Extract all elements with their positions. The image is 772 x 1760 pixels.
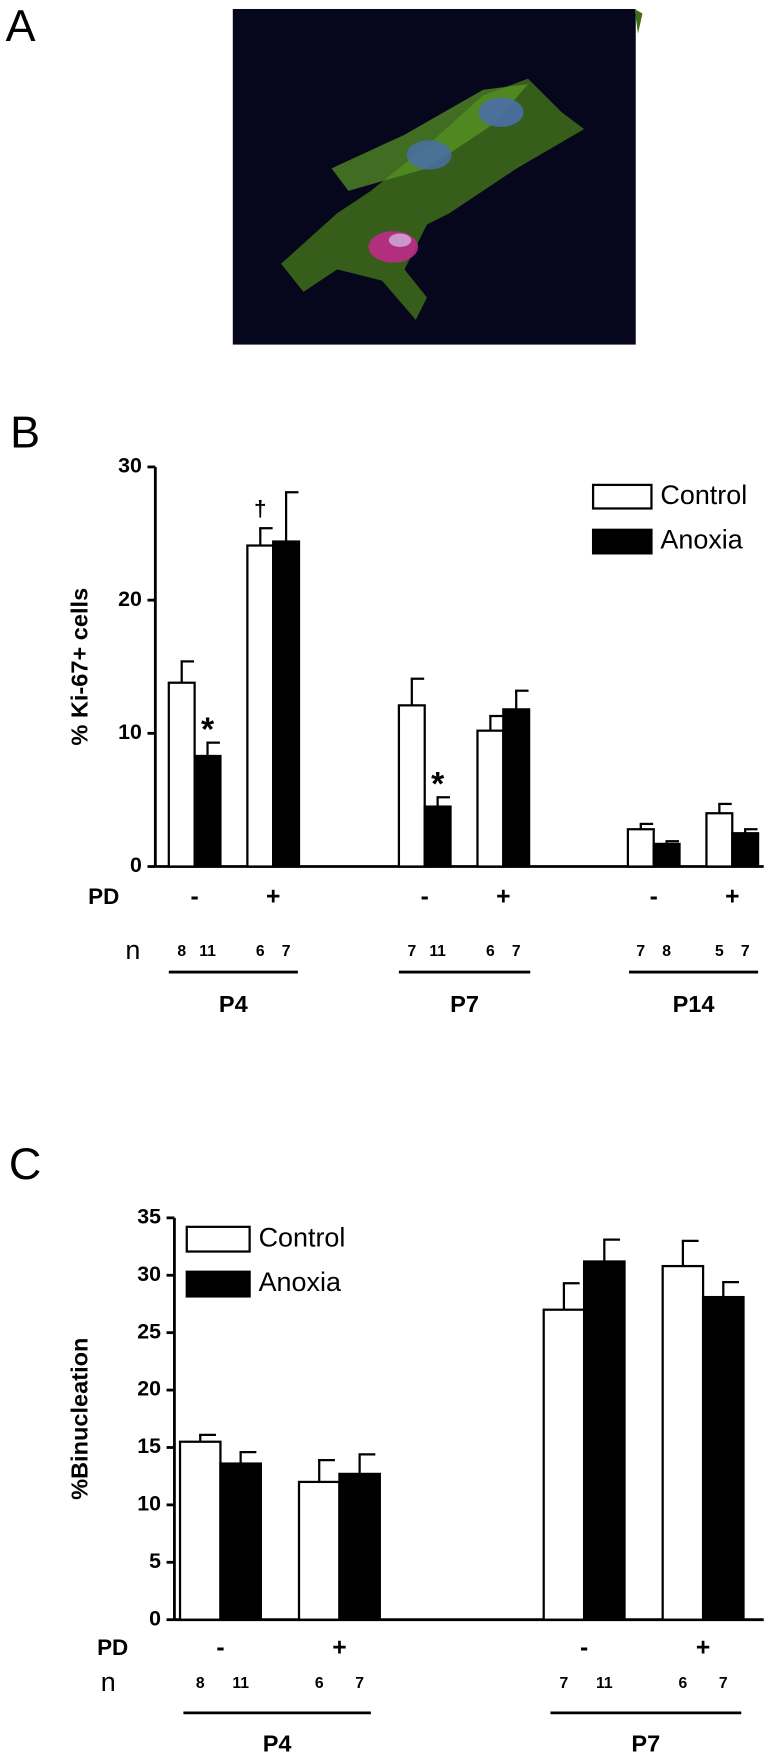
legend-swatch	[591, 483, 653, 510]
y-tick-label: 0	[130, 853, 142, 877]
n-value: 7	[719, 1675, 728, 1692]
bar	[338, 1472, 381, 1621]
y-tick-label: 15	[137, 1434, 161, 1458]
legend-swatch	[591, 528, 653, 555]
y-tick-label: 10	[137, 1492, 161, 1516]
y-tick-label: 35	[137, 1204, 161, 1228]
legend-swatch	[185, 1270, 251, 1298]
legend-label: Control	[259, 1222, 346, 1252]
bar	[661, 1264, 705, 1621]
y-tick-label: 25	[137, 1319, 161, 1343]
pd-tick-label: +	[496, 883, 510, 910]
n-value: 11	[232, 1675, 249, 1692]
pd-tick-label: +	[696, 1634, 710, 1661]
bar	[272, 540, 301, 868]
bar	[502, 708, 531, 868]
significance-marker: †	[254, 496, 266, 521]
n-value: 7	[282, 943, 291, 960]
pd-label: PD	[88, 884, 119, 909]
y-tick-label: 0	[149, 1606, 161, 1630]
n-value: 7	[407, 943, 416, 960]
bar	[626, 828, 655, 868]
panel-label: B	[10, 406, 40, 457]
bar	[219, 1462, 262, 1621]
pd-tick-label: +	[266, 883, 280, 910]
bar	[476, 729, 505, 868]
n-value: 7	[741, 943, 750, 960]
legend-label: Anoxia	[259, 1267, 341, 1297]
pd-tick-label: +	[725, 883, 739, 910]
y-tick-label: 20	[137, 1377, 161, 1401]
n-value: 5	[715, 943, 724, 960]
group-label: P4	[219, 991, 248, 1017]
legend-swatch	[185, 1225, 251, 1253]
micrograph	[232, 8, 643, 345]
y-tick-label: 5	[149, 1549, 161, 1573]
pd-tick-label: +	[332, 1634, 346, 1661]
pd-tick-label: -	[650, 883, 658, 910]
n-value: 8	[196, 1675, 205, 1692]
bar	[246, 544, 275, 868]
n-value: 8	[662, 943, 671, 960]
bar	[397, 704, 426, 868]
n-value: 7	[636, 943, 645, 960]
legend-label: Control	[660, 480, 747, 510]
y-tick-label: 20	[118, 587, 142, 611]
n-value: 7	[560, 1675, 569, 1692]
n-label: n	[125, 935, 140, 965]
pd-tick-label: -	[191, 883, 199, 910]
n-value: 11	[596, 1675, 613, 1692]
panel-label: A	[6, 0, 36, 51]
y-axis-label: %Binucleation	[66, 1338, 92, 1500]
bar	[542, 1308, 586, 1621]
bar	[178, 1440, 222, 1621]
significance-marker: *	[201, 711, 215, 748]
bar	[423, 805, 452, 868]
n-value: 7	[355, 1675, 364, 1692]
pd-label: PD	[97, 1635, 128, 1660]
bar	[701, 1295, 745, 1621]
y-tick-label: 30	[118, 454, 142, 478]
group-label: P14	[673, 991, 715, 1017]
group-label: P7	[631, 1731, 660, 1757]
n-label: n	[101, 1667, 116, 1697]
pd-tick-label: -	[580, 1634, 588, 1661]
pd-tick-label: -	[421, 883, 429, 910]
n-value: 7	[512, 943, 521, 960]
group-label: P4	[263, 1731, 292, 1757]
y-axis-label: % Ki-67+ cells	[66, 588, 92, 746]
bar	[297, 1480, 341, 1621]
bar	[193, 754, 222, 868]
n-value: 11	[429, 943, 446, 960]
n-value: 6	[679, 1675, 688, 1692]
bar	[582, 1260, 626, 1621]
bar	[705, 812, 734, 868]
pd-tick-label: -	[216, 1634, 224, 1661]
n-value: 6	[315, 1675, 324, 1692]
bar	[652, 842, 681, 868]
bar	[167, 681, 196, 868]
n-value: 11	[199, 943, 216, 960]
significance-marker: *	[431, 766, 445, 803]
n-value: 6	[256, 943, 265, 960]
legend-label: Anoxia	[660, 525, 742, 555]
bar	[731, 832, 760, 868]
group-label: P7	[450, 991, 479, 1017]
n-value: 6	[486, 943, 495, 960]
panel-label: C	[9, 1138, 41, 1189]
y-tick-label: 30	[137, 1262, 161, 1286]
n-value: 8	[177, 943, 186, 960]
y-tick-label: 10	[118, 720, 142, 744]
